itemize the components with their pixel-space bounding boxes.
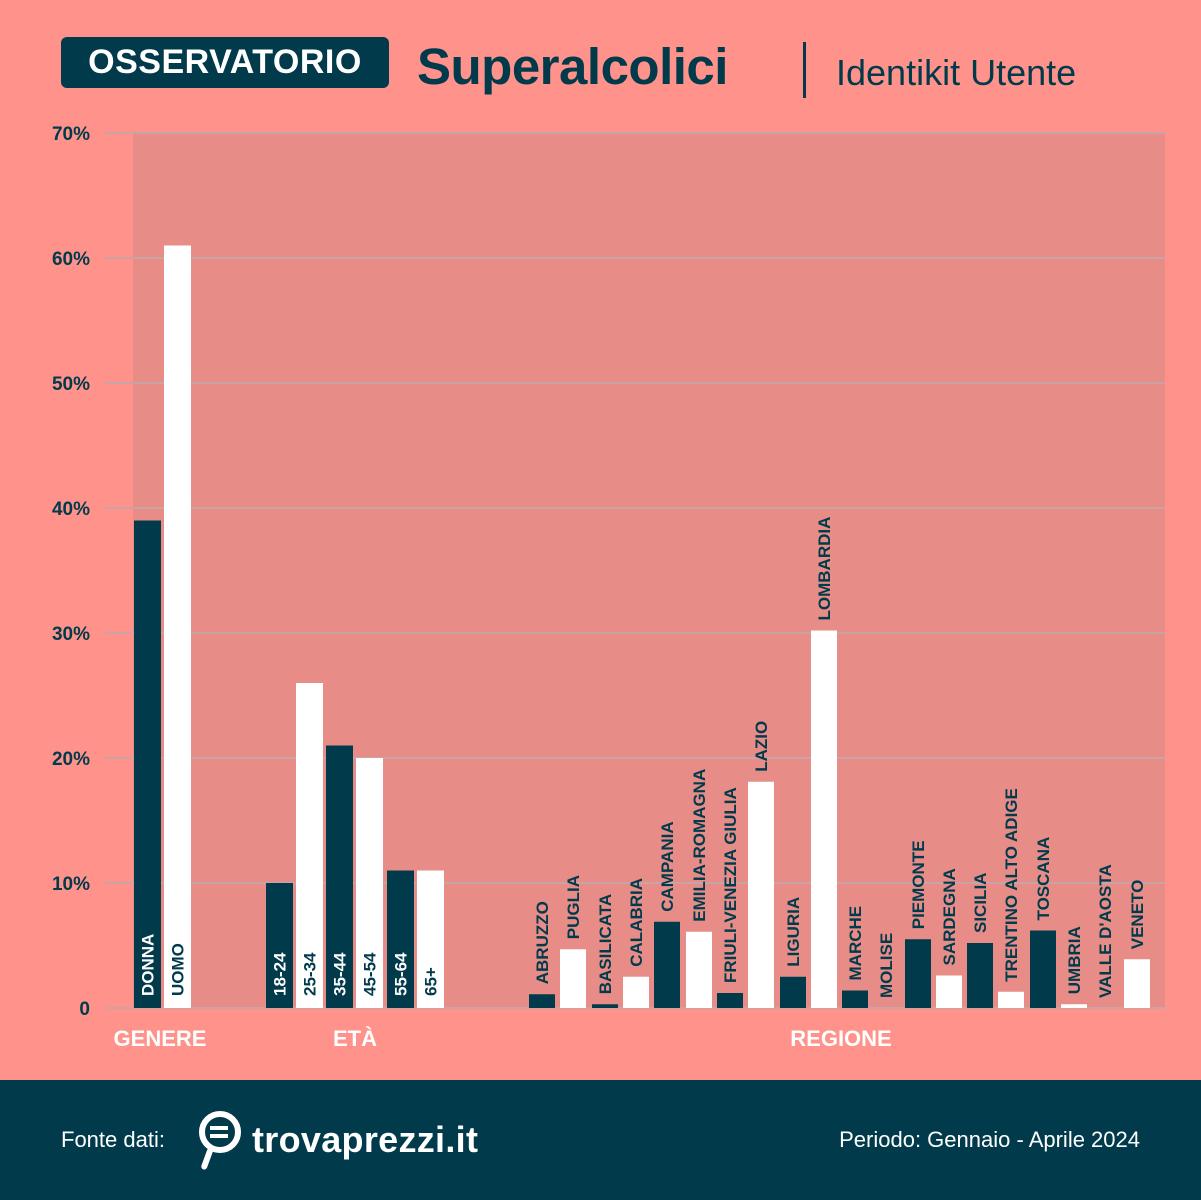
bar-campania (654, 921, 680, 1008)
bar-donna (134, 520, 161, 1008)
bar-label-campania: CAMPANIA (658, 821, 677, 911)
header: OSSERVATORIO Superalcolici Identikit Ute… (0, 0, 1201, 110)
group-label-et: ETÀ (333, 1026, 377, 1051)
footer: Fonte dati: trovaprezzi.it Periodo: Genn… (0, 1080, 1201, 1200)
bar-label-valle-d-aosta: VALLE D'AOSTA (1096, 864, 1115, 998)
bar-label-friuli-venezia-giulia: FRIULI-VENEZIA GIULIA (721, 787, 740, 983)
brand-name: trovaprezzi.it (252, 1119, 479, 1160)
bar-label-abruzzo: ABRUZZO (533, 901, 552, 984)
bar-uomo (164, 245, 191, 1008)
bar-65 (417, 870, 444, 1008)
bar-label-piemonte: PIEMONTE (909, 840, 928, 929)
bar-sicilia (967, 943, 993, 1008)
group-label-genere: GENERE (114, 1026, 207, 1051)
bar-55-64 (387, 870, 414, 1008)
bar-18-24 (266, 883, 293, 1008)
source-label: Fonte dati: (61, 1127, 165, 1152)
y-tick-label: 40% (52, 499, 90, 520)
bar-label-sardegna: SARDEGNA (940, 868, 959, 965)
bar-trentino-alto-adige (998, 991, 1024, 1008)
bar-label-55-64: 55-64 (392, 952, 411, 996)
y-tick-label: 70% (52, 124, 90, 145)
bar-label-uomo: UOMO (169, 943, 188, 996)
group-label-regione: REGIONE (790, 1026, 891, 1051)
period-label: Periodo: Gennaio - Aprile 2024 (839, 1127, 1140, 1152)
bar-label-lombardia: LOMBARDIA (815, 517, 834, 621)
bar-label-18-24: 18-24 (271, 952, 290, 996)
bar-label-molise: MOLISE (877, 933, 896, 998)
bar-calabria (623, 976, 649, 1008)
y-tick-label: 30% (52, 624, 90, 645)
bar-label-45-54: 45-54 (361, 952, 380, 996)
bars (134, 245, 1150, 1008)
bar-label-puglia: PUGLIA (564, 875, 583, 939)
bar-label-veneto: VENETO (1128, 880, 1147, 950)
bar-35-44 (326, 745, 353, 1008)
y-axis-tick-labels: 0 10% 20% 30% 40% 50% 60% 70% (52, 124, 90, 1020)
bar-45-54 (356, 758, 383, 1008)
y-tick-label: 50% (52, 374, 90, 395)
bar-chart: 0 10% 20% 30% 40% 50% 60% 70% DONNA UOMO 18-24 25-… (52, 124, 1165, 1051)
bar-toscana (1030, 930, 1056, 1008)
bar-abruzzo (529, 994, 555, 1008)
bar-25-34 (296, 683, 323, 1008)
page-subtitle: Identikit Utente (836, 52, 1077, 93)
bar-label-lazio: LAZIO (752, 721, 771, 772)
bar-puglia (560, 949, 586, 1008)
bar-label-sicilia: SICILIA (971, 873, 990, 933)
bar-emilia-romagna (686, 931, 712, 1008)
page-title: Superalcolici (417, 38, 728, 95)
bar-label-calabria: CALABRIA (627, 878, 646, 967)
bar-label-35-44: 35-44 (331, 952, 350, 996)
observatory-badge: OSSERVATORIO (61, 37, 389, 88)
bar-piemonte (905, 939, 931, 1008)
y-tick-label: 60% (52, 249, 90, 270)
y-tick-label: 0 (79, 999, 90, 1020)
y-tick-label: 10% (52, 874, 90, 895)
bar-lazio (748, 781, 774, 1008)
bar-umbria (1061, 1004, 1087, 1008)
bar-label-marche: MARCHE (846, 906, 865, 981)
trovaprezzi-logo-icon (199, 1111, 241, 1170)
bar-basilicata (592, 1004, 618, 1008)
bar-veneto (1124, 959, 1150, 1008)
bar-label-liguria: LIGURIA (784, 897, 803, 967)
bar-lombardia (811, 630, 837, 1008)
bar-labels: DONNA UOMO 18-24 25-34 35-44 45-54 55-64 65+ ABR… (139, 517, 1148, 998)
y-tick-label: 20% (52, 749, 90, 770)
bar-label-toscana: TOSCANA (1034, 837, 1053, 921)
bar-marche (842, 990, 868, 1008)
bar-label-25-34: 25-34 (301, 952, 320, 996)
bar-label-basilicata: BASILICATA (596, 894, 615, 994)
group-labels: GENERE ETÀ REGIONE (114, 1026, 892, 1051)
bar-liguria (780, 976, 806, 1008)
bar-label-emilia-romagna: EMILIA-ROMAGNA (690, 769, 709, 922)
bar-label-trentino-alto-adige: TRENTINO ALTO ADIGE (1002, 788, 1021, 982)
bar-label-umbria: UMBRIA (1065, 926, 1084, 994)
bar-label-65: 65+ (422, 967, 441, 996)
title-separator (803, 42, 806, 98)
bar-label-donna: DONNA (139, 934, 158, 996)
bar-friuli-venezia-giulia (717, 993, 743, 1008)
bar-sardegna (936, 975, 962, 1008)
